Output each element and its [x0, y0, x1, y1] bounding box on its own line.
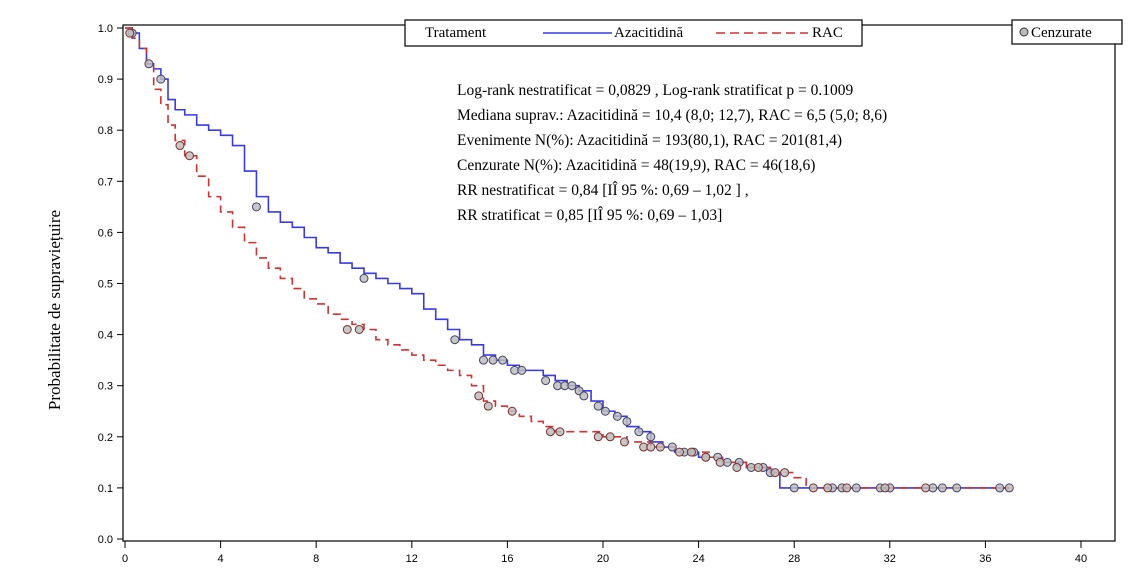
legend-label-rac: RAC — [812, 25, 843, 41]
legend-box — [404, 19, 863, 47]
y-tick-label: 0.6 — [98, 227, 113, 239]
y-tick-label: 0.2 — [98, 432, 113, 444]
censored-marker — [715, 457, 725, 467]
censored-marker — [517, 365, 527, 375]
x-tick-label: 32 — [884, 553, 896, 565]
censored-marker — [479, 355, 488, 365]
x-axis: 0 4 8 12 16 20 24 28 32 36 40 — [122, 541, 1087, 565]
x-tick-label: 36 — [979, 553, 991, 565]
x-tick-label: 16 — [501, 553, 513, 565]
censored-marker — [842, 483, 852, 493]
censored-marker — [808, 483, 818, 493]
censored-marker — [156, 74, 166, 84]
censored-marker-icon — [1019, 27, 1029, 37]
x-tick-label: 8 — [313, 553, 319, 565]
x-tick-label: 20 — [597, 553, 609, 565]
censored-marker — [483, 401, 493, 411]
censored-marker — [851, 483, 861, 493]
censored-marker — [600, 406, 610, 416]
censored-marker — [612, 411, 622, 421]
censored-marker — [701, 452, 711, 462]
y-tick-label: 0.3 — [98, 381, 113, 393]
x-tick-label: 4 — [218, 553, 224, 565]
censored-marker — [880, 483, 890, 493]
legend: Tratament Azacitidină RAC — [404, 19, 863, 47]
series-line-azacitidina — [125, 27, 1010, 489]
y-axis-title: Probabilitate de supraviețuire — [45, 210, 64, 410]
censored-marker — [251, 202, 261, 212]
censored-marker — [567, 381, 577, 391]
censored-marker — [622, 416, 632, 426]
censored-marker — [555, 427, 565, 437]
censored-marker — [921, 483, 931, 493]
x-tick-label: 24 — [692, 553, 704, 565]
censored-marker — [507, 406, 517, 416]
stats-line-1: Log-rank nestratificat = 0,0829 , Log-ra… — [457, 82, 854, 99]
censored-marker — [593, 432, 603, 442]
censored-marker — [354, 324, 364, 334]
stats-line-3: Evenimente N(%): Azacitidină = 193(80,1)… — [457, 132, 842, 149]
censored-marker — [655, 442, 665, 452]
censored-marker — [780, 468, 790, 478]
y-tick-label: 0.1 — [98, 483, 113, 495]
censored-marker — [144, 59, 154, 69]
y-tick-label: 0.0 — [98, 534, 113, 546]
legend-title: Tratament — [425, 25, 487, 41]
censored-marker — [789, 483, 799, 493]
censored-marker — [359, 273, 369, 283]
censored-legend-label: Cenzurate — [1031, 25, 1092, 41]
y-tick-label: 0.4 — [98, 330, 113, 342]
plot-frame — [122, 24, 1116, 542]
x-tick-label: 40 — [1075, 553, 1087, 565]
censored-marker — [185, 151, 195, 161]
censored-marker — [686, 447, 696, 457]
y-axis: 0.0 0.1 0.2 0.3 0.4 0.5 0.6 0.7 0.8 0.9 1.0 — [98, 23, 123, 546]
censored-legend: Cenzurate — [1011, 19, 1123, 45]
censored-marker — [605, 432, 615, 442]
x-tick-label: 12 — [406, 553, 418, 565]
censored-marker — [952, 483, 962, 493]
censored-marker — [593, 401, 603, 411]
censored-marker — [674, 447, 684, 457]
x-tick-label: 0 — [122, 553, 128, 565]
censored-marker — [995, 483, 1005, 493]
censored-legend-box — [1011, 19, 1123, 45]
censored-marker — [823, 483, 833, 493]
stats-line-4: Cenzurate N(%): Azacitidină = 48(19,9), … — [457, 157, 815, 174]
censored-marker — [937, 483, 947, 493]
y-tick-label: 0.7 — [98, 176, 113, 188]
stats-line-5: RR nestratificat = 0,84 [IÎ 95 %: 0,69 –… — [457, 182, 749, 199]
stats-line-6: RR stratificat = 0,85 [IÎ 95 %: 0,69 – 1… — [457, 207, 722, 224]
censored-marker — [125, 28, 135, 38]
censored-marker — [579, 391, 589, 401]
stats-annotation: Log-rank nestratificat = 0,0829 , Log-ra… — [457, 82, 887, 224]
censored-marker — [541, 376, 551, 386]
censored-marker — [474, 391, 484, 401]
censored-marker — [1004, 483, 1014, 493]
stats-line-2: Mediana suprav.: Azacitidină = 10,4 (8,0… — [457, 107, 887, 124]
y-tick-label: 0.5 — [98, 279, 113, 291]
censored-marker — [545, 427, 555, 437]
censored-marker — [450, 335, 460, 345]
y-tick-label: 0.9 — [98, 74, 113, 86]
series-layer — [125, 27, 1014, 493]
y-tick-label: 1.0 — [98, 23, 113, 35]
legend-label-azacitidina: Azacitidină — [614, 25, 683, 41]
censored-marker — [646, 442, 656, 452]
censored-marker — [646, 432, 656, 442]
censored-marker — [498, 355, 508, 365]
censored-marker — [753, 462, 763, 472]
censored-marker — [342, 324, 352, 334]
censored-marker — [488, 355, 498, 365]
censored-marker — [620, 437, 630, 447]
y-tick-label: 0.8 — [98, 125, 113, 137]
censored-marker — [770, 468, 780, 478]
censored-marker — [175, 141, 185, 151]
censored-marker — [732, 462, 742, 472]
x-tick-label: 28 — [788, 553, 800, 565]
censored-marker — [667, 442, 677, 452]
censored-marker — [634, 427, 644, 437]
